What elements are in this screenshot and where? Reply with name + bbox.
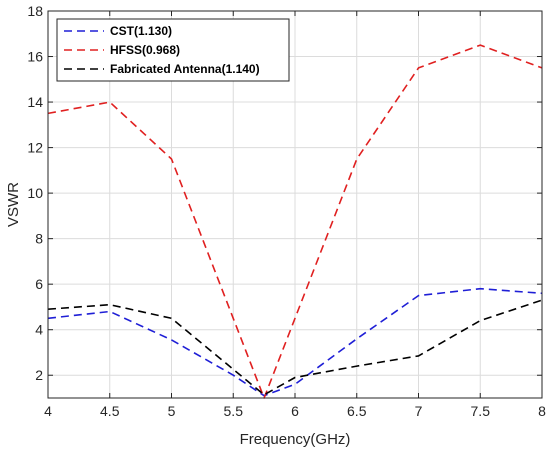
y-tick-label: 16 xyxy=(27,49,43,65)
series-line-3 xyxy=(47,299,543,396)
x-tick-label: 7.5 xyxy=(471,403,491,419)
y-tick-labels: 2 4 6 8 10 12 14 16 18 xyxy=(27,3,43,383)
legend-label-2: HFSS(0.968) xyxy=(110,43,180,57)
y-tick-label: 6 xyxy=(35,276,43,292)
x-tick-labels: 4 4.5 5 5.5 6 6.5 7 7.5 8 xyxy=(44,403,546,419)
x-tick-label: 8 xyxy=(538,403,546,419)
y-tick-label: 18 xyxy=(27,3,43,19)
x-tick-label: 6 xyxy=(291,403,299,419)
x-axis-label: Frequency(GHz) xyxy=(240,431,351,448)
series-lines xyxy=(47,44,543,399)
x-tick-label: 4.5 xyxy=(100,403,120,419)
y-tick-label: 4 xyxy=(35,322,43,338)
series-line-2 xyxy=(47,44,543,399)
legend-label-3: Fabricated Antenna(1.140) xyxy=(110,62,260,76)
y-tick-label: 14 xyxy=(27,94,43,110)
y-tick-label: 10 xyxy=(27,185,43,201)
x-tick-label: 5 xyxy=(168,403,176,419)
legend: CST(1.130) HFSS(0.968) Fabricated Antenna(… xyxy=(56,18,290,82)
x-tick-label: 6.5 xyxy=(347,403,367,419)
legend-label-1: CST(1.130) xyxy=(110,24,172,38)
x-tick-label: 4 xyxy=(44,403,52,419)
y-tick-label: 12 xyxy=(27,140,43,156)
y-axis-label: VSWR xyxy=(5,182,22,227)
x-tick-label: 5.5 xyxy=(224,403,244,419)
y-tick-label: 2 xyxy=(35,367,43,383)
axis-ticks xyxy=(47,10,543,398)
x-tick-label: 7 xyxy=(415,403,423,419)
series-line-1 xyxy=(47,287,543,397)
y-tick-label: 8 xyxy=(35,231,43,247)
